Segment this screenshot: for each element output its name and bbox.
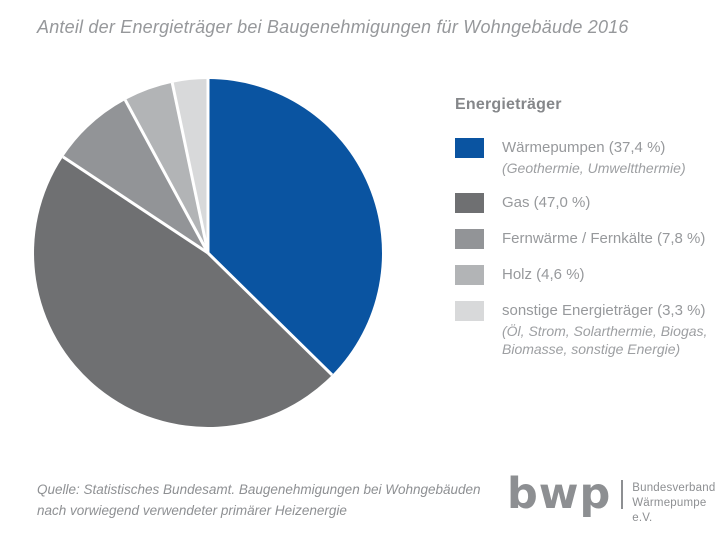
- legend-item-gas: Gas (47,0 %): [455, 192, 721, 213]
- pie-slice-separator: [206, 251, 334, 377]
- bwp-logo-wordmark: bwp: [507, 469, 612, 519]
- legend-item-waermepumpen: Wärmepumpen (37,4 %) (Geothermie, Umwelt…: [455, 137, 721, 177]
- pie-chart: [34, 79, 382, 427]
- source-line-2: nach vorwiegend verwendeter primärer Hei…: [37, 502, 347, 518]
- legend: Energieträger Wärmepumpen (37,4 %) (Geot…: [455, 96, 721, 373]
- legend-swatch-fernwaerme: [455, 229, 484, 249]
- legend-swatch-sonstige: [455, 301, 484, 321]
- legend-item-fernwaerme: Fernwärme / Fernkälte (7,8 %): [455, 228, 721, 249]
- legend-label: Fernwärme / Fernkälte (7,8 %): [502, 230, 706, 247]
- source-line-1: Quelle: Statistisches Bundesamt. Baugene…: [37, 482, 481, 497]
- legend-sublabel: (Öl, Strom, Solarthermie, Biogas, Biomas…: [502, 323, 708, 357]
- pie-slice-3: [125, 82, 208, 253]
- pie-slice-0: [208, 79, 382, 375]
- source-text: Quelle: Statistisches Bundesamt. Baugene…: [37, 480, 481, 522]
- pie-slice-separator: [123, 99, 210, 254]
- logo-org-line-1: Bundesverband: [632, 482, 716, 494]
- pie-chart-container: [33, 78, 383, 428]
- logo-org-line-2: Wärmepumpe e.V.: [632, 497, 707, 525]
- legend-heading: Energieträger: [455, 96, 562, 113]
- legend-item-holz: Holz (4,6 %): [455, 264, 721, 285]
- pie-slice-separator: [170, 82, 210, 254]
- pie-slice-1: [34, 156, 333, 427]
- legend-item-sonstige: sonstige Energieträger (3,3 %) (Öl, Stro…: [455, 300, 721, 358]
- legend-swatch-waermepumpen: [455, 138, 484, 158]
- pie-slice-separator: [62, 155, 209, 255]
- pie-slice-2: [62, 99, 208, 254]
- legend-swatch-holz: [455, 265, 484, 285]
- chart-title: Anteil der Energieträger bei Baugenehmig…: [37, 17, 629, 37]
- legend-label: Wärmepumpen (37,4 %): [502, 139, 666, 156]
- legend-label: Gas (47,0 %): [502, 194, 591, 211]
- logo-divider: [621, 480, 624, 509]
- legend-label: sonstige Energieträger (3,3 %): [502, 302, 706, 319]
- legend-swatch-gas: [455, 193, 484, 213]
- logo-org-name: Bundesverband Wärmepumpe e.V.: [632, 481, 728, 527]
- legend-sublabel: (Geothermie, Umweltthermie): [502, 160, 686, 176]
- bwp-logo: bwp Bundesverband Wärmepumpe e.V.: [507, 469, 728, 527]
- legend-label: Holz (4,6 %): [502, 266, 585, 283]
